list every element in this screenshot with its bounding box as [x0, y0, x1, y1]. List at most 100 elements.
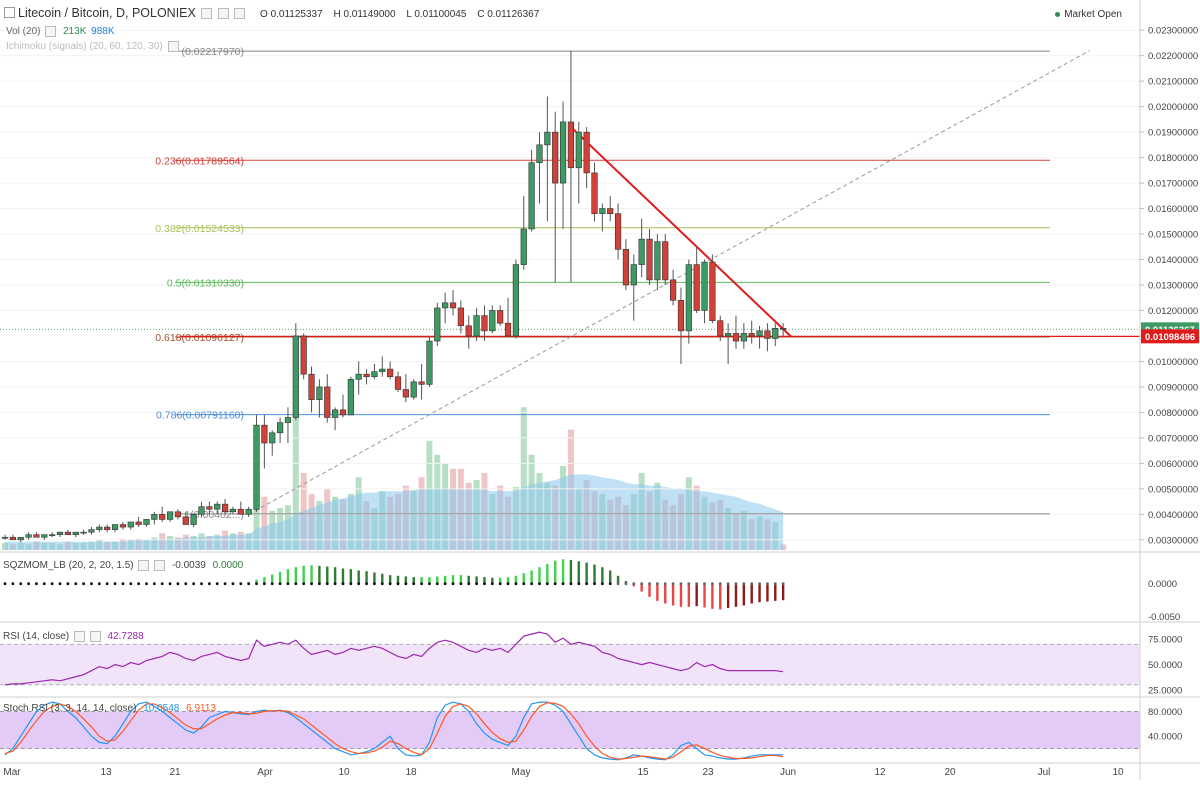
sqz-dot [231, 582, 235, 586]
sqz-tick-label: 0.0000 [1148, 579, 1177, 590]
sqz-dot [215, 582, 219, 586]
candle-body [80, 531, 87, 534]
ichimoku-settings-icon[interactable] [167, 41, 179, 52]
sqz-dot [600, 582, 604, 586]
candle-body [646, 238, 653, 281]
rsi-hide-icon[interactable] [89, 631, 101, 642]
ohlc-open-value: 0.01125337 [270, 9, 323, 20]
candle-body [182, 516, 189, 525]
sqz-dot [341, 582, 345, 586]
fib-level-label: 0.786(0.00791160) [156, 410, 244, 422]
sqz-dot [695, 582, 699, 586]
sqz-dot [19, 582, 23, 586]
candle-body [387, 368, 394, 378]
candle-body [449, 302, 457, 309]
sqz-dot [726, 582, 730, 586]
trendlines[interactable] [248, 50, 1090, 515]
rsi-legend[interactable]: RSI (14, close) 42.7288 [3, 631, 144, 642]
candle-body [143, 519, 150, 525]
fibonacci-retracement[interactable]: (0.02217970) 0.236(0.01789564) 0.382(0.015… [0, 46, 1140, 521]
time-tick-label: 18 [405, 767, 417, 778]
hide-icon[interactable] [217, 8, 229, 20]
sqz-legend[interactable]: SQZMOM_LB (20, 2, 20, 1.5) -0.0039 0.000… [3, 560, 243, 571]
volume-legend[interactable]: Vol (20) 213K 988K [6, 26, 115, 37]
time-tick-label: Mar [3, 767, 21, 778]
stoch-legend[interactable]: Stoch RSI (3, 3, 14, 14, close) 10.0548 … [3, 703, 216, 714]
candle-body [465, 325, 472, 337]
sqz-dot [648, 582, 651, 586]
sqz-dot [711, 582, 714, 586]
sqz-dot [160, 582, 164, 586]
ichimoku-label: Ichimoku (signals) (20, 60, 120, 30) [6, 41, 163, 53]
time-axis[interactable]: Mar 13 21 Apr 10 18 May 15 23 Jun 12 20 Jul 10 [3, 767, 1124, 778]
candle-body [662, 241, 669, 281]
sqz-dot [758, 582, 761, 586]
time-tick-label: 13 [100, 767, 112, 778]
volume-bar [520, 407, 527, 550]
sqz-dot [333, 582, 337, 586]
sqz-dot [97, 582, 101, 586]
sqz-dot [530, 582, 534, 586]
candle-body [497, 310, 504, 324]
volume-settings-icon[interactable] [45, 26, 57, 37]
stoch-d-value: 6.9113 [186, 703, 216, 714]
price-tick-label: 0.00900000 [1148, 382, 1198, 393]
sqz-dot [11, 582, 15, 586]
dashed-trendline [248, 50, 1090, 515]
sqz-dot [373, 582, 376, 586]
ohlc-high-key: H [333, 9, 341, 20]
sqz-dot [239, 582, 243, 586]
candle-body [764, 330, 771, 339]
sqz-dot [703, 582, 706, 586]
sqz-dot [247, 582, 251, 586]
sqz-dot [663, 582, 667, 586]
menu-icon[interactable] [4, 7, 15, 18]
candle-body [41, 534, 48, 538]
sqz-dot [66, 582, 70, 586]
price-tick-label: 0.02300000 [1148, 26, 1198, 37]
sqz-dot [105, 582, 109, 586]
price-tick-label: 0.01500000 [1148, 230, 1198, 241]
candle-body [245, 508, 252, 515]
candle-body [756, 330, 763, 337]
candle-body [221, 503, 229, 513]
squeeze-momentum-pane: 0.0000 -0.0050 [3, 559, 1180, 623]
symbol-title: Litecoin / Bitcoin, D, POLONIEX [18, 6, 196, 20]
sqz-dot [451, 582, 455, 586]
sqz-dot [192, 582, 196, 586]
candle-body [772, 328, 779, 339]
candle-body [394, 376, 402, 390]
format-icon[interactable] [234, 8, 246, 20]
time-tick-label: Jul [1038, 767, 1051, 778]
candle-body [206, 506, 213, 510]
descending-trendline [570, 126, 792, 338]
candle-body [174, 511, 182, 518]
candle-body [159, 514, 166, 520]
sqz-dot [561, 582, 565, 586]
candle-body [253, 424, 260, 510]
candle-body [214, 503, 221, 510]
rsi-settings-icon[interactable] [73, 631, 85, 642]
candle-body [536, 144, 543, 163]
candle-body [276, 422, 284, 434]
sqz-settings-icon[interactable] [138, 560, 150, 571]
sqz-dot [577, 582, 581, 586]
candle-body [64, 531, 71, 536]
sqz-hide-icon[interactable] [154, 560, 166, 571]
sqz-dot [380, 582, 384, 586]
fib-level-label: (0.02217970) [182, 46, 244, 58]
ichimoku-legend[interactable]: Ichimoku (signals) (20, 60, 120, 30) [6, 41, 179, 52]
sqz-dot [294, 582, 298, 586]
candle-body [316, 386, 323, 400]
price-tick-label: 0.02200000 [1148, 51, 1198, 62]
candle-body [127, 521, 134, 528]
candle-body [151, 514, 158, 520]
candle-body [504, 322, 512, 337]
time-tick-label: Jun [780, 767, 796, 778]
settings-icon[interactable] [201, 8, 213, 20]
price-tick-label: 0.01800000 [1148, 153, 1198, 164]
candle-body [426, 340, 433, 385]
sqz-dot [459, 582, 463, 586]
